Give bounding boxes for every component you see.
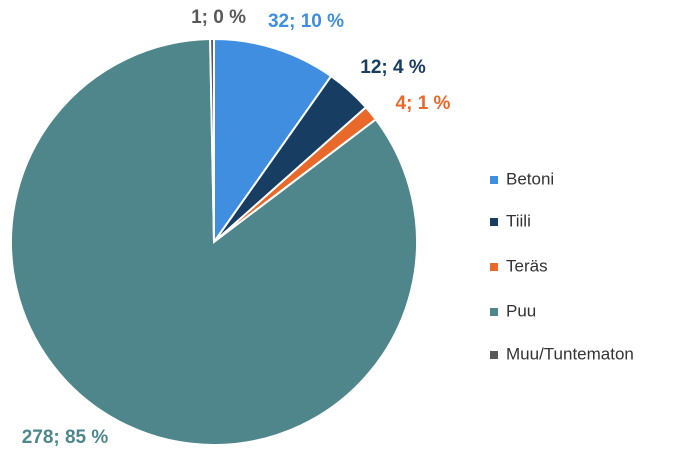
legend-label: Puu [506, 301, 536, 320]
legend-label: Muu/Tuntematon [506, 344, 634, 363]
legend-swatch [490, 218, 498, 226]
data-label: 278; 85 % [22, 427, 109, 448]
legend-swatch [490, 351, 498, 359]
data-label: 4; 1 % [396, 93, 451, 114]
legend-label: Tiili [506, 211, 531, 230]
data-label: 32; 10 % [268, 11, 344, 32]
pie-slice [10, 38, 418, 446]
legend-swatch [490, 176, 498, 184]
legend-swatch [490, 308, 498, 316]
data-label: 1; 0 % [191, 7, 246, 28]
legend-swatch [490, 263, 498, 271]
pie-slice [209, 37, 215, 243]
pie-slice [213, 37, 333, 246]
data-label: 12; 4 % [360, 57, 426, 78]
legend-label: Betoni [506, 169, 554, 188]
legend-label: Teräs [506, 256, 548, 275]
